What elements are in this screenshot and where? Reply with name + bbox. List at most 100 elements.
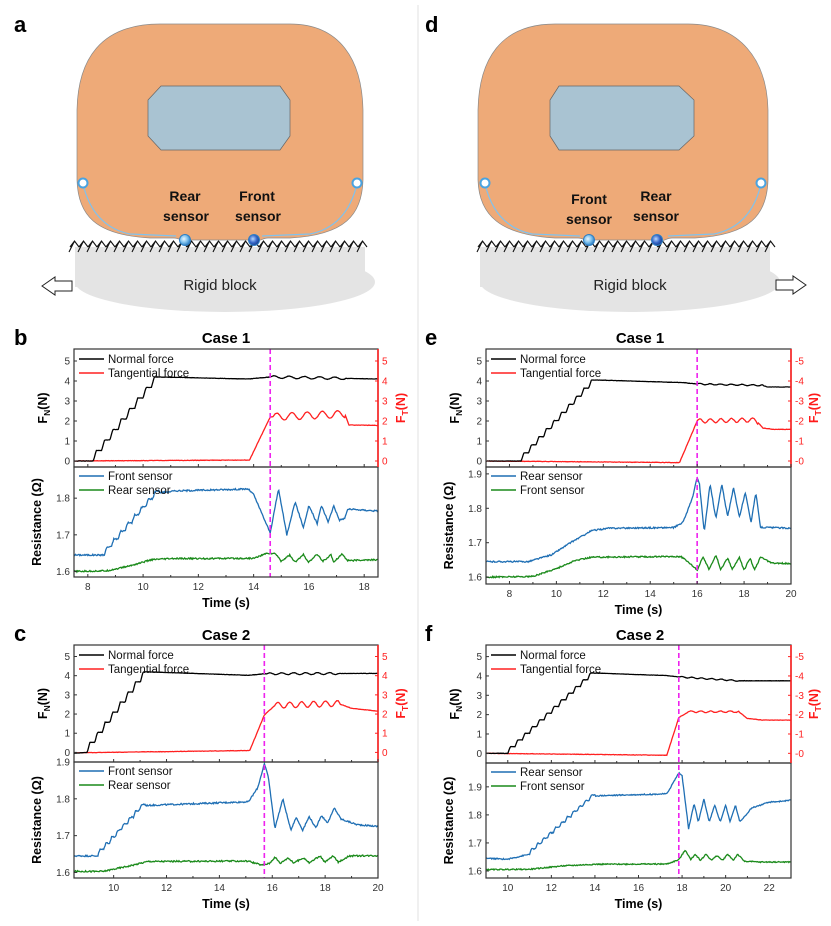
series-line-rear-sensor <box>74 854 378 874</box>
y-tick-label: 1.8 <box>468 504 482 515</box>
chart-title: Case 1 <box>616 330 664 347</box>
y-tick-label: 1 <box>476 437 482 448</box>
legend-label: Normal force <box>520 650 586 662</box>
legend-label: Normal force <box>520 354 586 366</box>
top-y-axis-label: FN(N) <box>448 688 464 719</box>
series-line-front-sensor <box>74 487 378 557</box>
arrow-left-icon <box>41 276 73 296</box>
top-plot-frame <box>73 348 379 468</box>
right-y-tick-label: -2 <box>795 710 804 721</box>
x-axis-label: Time (s) <box>615 897 663 911</box>
anchor-point-left <box>77 177 89 189</box>
plot-area <box>486 379 791 579</box>
y-tick-label: 3 <box>476 397 482 408</box>
y-tick-label: 1.9 <box>468 782 482 793</box>
y-tick-label: 0 <box>476 457 482 468</box>
right-y-tick-label: -5 <box>795 652 804 663</box>
chart-title: Case 1 <box>202 330 250 347</box>
rigid-block-shape-top <box>480 247 770 287</box>
plot-area <box>74 671 378 874</box>
y-tick-label: 0 <box>64 748 70 759</box>
x-tick-label: 16 <box>303 582 315 593</box>
cavity <box>147 85 291 151</box>
bottom-y-axis-label: Resistance (Ω) <box>442 482 456 570</box>
x-tick-label: 14 <box>248 582 260 593</box>
x-tick-label: 14 <box>589 883 601 894</box>
x-tick-label: 10 <box>502 883 514 894</box>
series-line-tangential-force <box>74 410 378 462</box>
series-line-tangential-force <box>486 417 791 464</box>
y-tick-label: 1.6 <box>56 567 70 578</box>
anchor-point-right <box>755 177 767 189</box>
right-y-tick-label: -1 <box>795 729 804 740</box>
y-tick-label: 1 <box>64 729 70 740</box>
y-tick-label: 5 <box>64 652 70 663</box>
y-tick-label: 1.9 <box>468 469 482 480</box>
x-tick-label: 20 <box>720 883 732 894</box>
x-tick-label: 10 <box>108 883 120 894</box>
x-tick-label: 12 <box>161 883 173 894</box>
y-tick-label: 5 <box>476 652 482 663</box>
sensor-label-left: sensor <box>566 211 612 227</box>
y-tick-label: 1.7 <box>468 538 482 549</box>
x-axis-label: Time (s) <box>615 603 663 617</box>
legend-label: Front sensor <box>520 781 585 793</box>
front-sensor-dot <box>583 234 595 246</box>
y-tick-label: 4 <box>64 671 70 682</box>
x-tick-label: 14 <box>214 883 226 894</box>
right-y-tick-label: -3 <box>795 691 804 702</box>
top-plot-frame <box>485 644 792 764</box>
right-y-tick-label: -0 <box>795 749 804 760</box>
sensor-strip <box>82 183 177 237</box>
y-tick-label: 2 <box>476 710 482 721</box>
sensor-label-right: sensor <box>633 208 679 224</box>
right-y-tick-label: 0 <box>382 457 388 468</box>
y-tick-label: 1.7 <box>468 838 482 849</box>
top-y-axis-label: FN(N) <box>36 688 52 719</box>
x-tick-label: 18 <box>320 883 332 894</box>
legend-label: Tangential force <box>520 664 601 676</box>
y-tick-label: 3 <box>64 397 70 408</box>
diagram-a: Rear sensor Front sensor Rigid block <box>41 23 375 312</box>
right-y-tick-label: -1 <box>795 437 804 448</box>
bottom-y-axis-label: Resistance (Ω) <box>442 777 456 865</box>
y-tick-label: 1.8 <box>468 810 482 821</box>
bottom-y-axis-label: Resistance (Ω) <box>30 478 44 566</box>
hatch-line <box>68 240 368 253</box>
legend-label: Rear sensor <box>108 780 171 792</box>
y-tick-label: 1.6 <box>468 573 482 584</box>
right-y-tick-label: -5 <box>795 357 804 368</box>
right-y-tick-label: 1 <box>382 729 388 740</box>
right-y-tick-label: 2 <box>382 710 388 721</box>
panel-letter-f: f <box>425 621 433 646</box>
legend-label: Front sensor <box>520 485 585 497</box>
y-tick-label: 4 <box>476 377 482 388</box>
rigid-block-label: Rigid block <box>183 277 257 294</box>
series-line-rear-sensor <box>486 771 791 861</box>
surface-hatching <box>68 240 368 253</box>
x-tick-label: 20 <box>372 883 384 894</box>
y-tick-label: 4 <box>476 671 482 682</box>
sensor-strip <box>667 183 762 237</box>
rear-sensor-dot <box>179 234 191 246</box>
x-axis-label: Time (s) <box>202 897 250 911</box>
series-line-rear-sensor <box>74 552 378 574</box>
y-tick-label: 5 <box>64 357 70 368</box>
panel-letter-d: d <box>425 12 438 37</box>
series-line-normal-force <box>486 672 791 755</box>
sensor-label-right: sensor <box>235 208 281 224</box>
panel-letter-b: b <box>14 325 27 350</box>
front-sensor-dot <box>248 234 260 246</box>
series-line-tangential-force <box>486 710 791 757</box>
plot-area <box>74 375 378 574</box>
rear-sensor-dot <box>651 234 663 246</box>
bottom-plot-frame <box>73 761 379 879</box>
y-tick-label: 1.8 <box>56 794 70 805</box>
bottom-plot-frame <box>485 466 792 585</box>
y-tick-label: 4 <box>64 377 70 388</box>
y-tick-label: 2 <box>64 417 70 428</box>
right-y-tick-label: 5 <box>382 357 388 368</box>
plot-area <box>486 672 791 872</box>
